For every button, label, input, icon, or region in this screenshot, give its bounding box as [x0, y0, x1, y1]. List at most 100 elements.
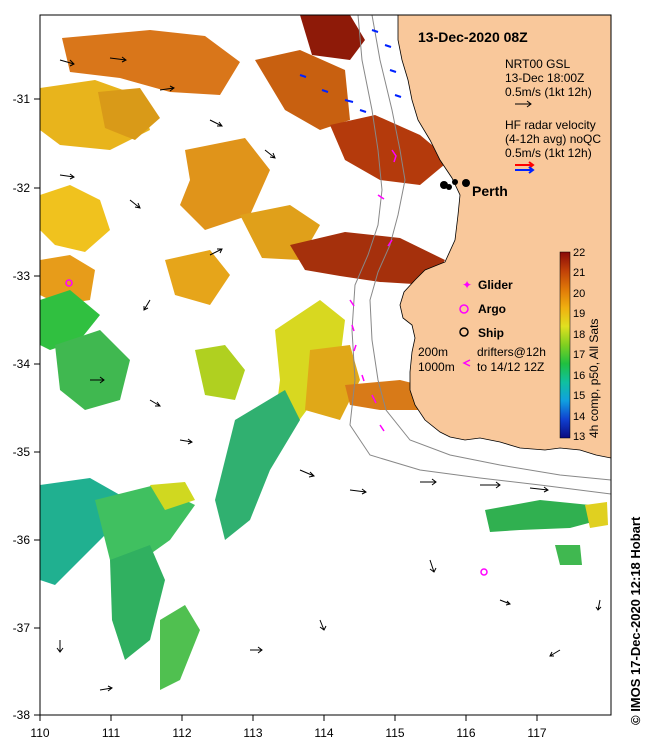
colorbar-ticks: 22 21 20 19 18 17 16 15 14 13: [573, 247, 585, 443]
legend-argo: Argo: [478, 302, 506, 316]
y-tick-label: -37: [13, 621, 31, 635]
argo-float: [480, 568, 488, 576]
x-tick-label: 113: [243, 726, 262, 740]
y-tick-label: -34: [13, 357, 31, 371]
current-arrow: [90, 376, 105, 384]
y-tick-label: -36: [13, 533, 31, 547]
current-arrow: [59, 173, 75, 180]
isobath-lines: [349, 15, 611, 495]
legend-model-line3: 0.5m/s (1kt 12h): [505, 85, 592, 99]
sst-patch: [305, 345, 360, 420]
drifter-track: [379, 424, 385, 432]
copyright-footer: © IMOS 17-Dec-2020 12:18 Hobart: [628, 516, 643, 725]
y-tick-label: -35: [13, 445, 31, 459]
axis-ticks: [34, 98, 538, 721]
colorbar-tick: 22: [573, 247, 585, 259]
hf-radar-arrows: [299, 29, 402, 113]
current-arrow: [349, 488, 367, 495]
legend-glider: Glider: [478, 278, 513, 292]
sst-patches: [40, 15, 608, 690]
current-arrow: [143, 299, 151, 311]
current-arrow: [420, 478, 437, 486]
colorbar-scale: [559, 251, 571, 439]
current-arrow: [56, 640, 64, 653]
y-axis-labels: -31 -32 -33 -34 -35 -36 -37 -38: [13, 92, 31, 722]
sst-patch: [330, 115, 450, 185]
y-tick-label: -32: [13, 181, 31, 195]
x-tick-label: 112: [172, 726, 191, 740]
sst-patch: [555, 545, 582, 565]
current-arrow: [59, 59, 75, 67]
legend-ship-marker-icon: [459, 327, 469, 337]
legend-isobath-1000: 1000m: [418, 360, 455, 374]
x-tick-label: 117: [527, 726, 546, 740]
perth-marker: [462, 179, 470, 187]
sst-patch: [195, 345, 245, 400]
ship-marker: [446, 184, 452, 190]
colorbar-tick: 15: [573, 390, 585, 402]
colorbar-tick: 20: [573, 288, 585, 300]
current-arrow: [149, 399, 161, 407]
radar-arrow: [321, 89, 329, 93]
x-tick-label: 110: [30, 726, 49, 740]
current-arrow: [429, 559, 437, 573]
legend-radar-line3: 0.5m/s (1kt 12h): [505, 146, 592, 160]
legend-ship: Ship: [478, 326, 504, 340]
drifter-track: [371, 394, 377, 404]
x-axis-labels: 110 111 112 113 114 115 116 117: [30, 726, 546, 740]
current-arrow: [595, 599, 602, 611]
legend-drifters-line1: drifters@12h: [477, 345, 546, 359]
colorbar-tick: 18: [573, 329, 585, 341]
x-tick-label: 116: [456, 726, 475, 740]
legend-isobath-200: 200m: [418, 345, 448, 359]
sst-patch: [585, 502, 608, 528]
x-tick-label: 114: [314, 726, 333, 740]
sst-patch: [255, 50, 350, 130]
x-tick-label: 111: [102, 726, 121, 740]
drifter-track: [351, 324, 355, 332]
current-arrow: [159, 85, 175, 92]
legend-radar-line1: HF radar velocity: [505, 118, 596, 132]
legend-radar-arrow-blue-icon: [515, 166, 535, 174]
sst-patch: [40, 185, 110, 252]
sst-patch: [98, 88, 160, 140]
colorbar-tick: 19: [573, 308, 585, 320]
legend-radar-line2: (4-12h avg) noQC: [505, 132, 601, 146]
drifter-track: [377, 194, 385, 200]
legend-drifter-arrow-icon: [462, 359, 471, 367]
sst-patch: [160, 605, 200, 690]
isobath-200: [369, 15, 611, 481]
legend-model-line2: 13-Dec 18:00Z: [505, 71, 584, 85]
sst-patch: [300, 15, 365, 60]
sst-patch: [40, 290, 100, 350]
x-tick-label: 115: [385, 726, 404, 740]
drifter-track: [391, 149, 397, 163]
colorbar-tick: 16: [573, 370, 585, 382]
radar-arrow: [371, 29, 379, 33]
current-arrow: [480, 481, 501, 489]
current-arrow: [209, 119, 223, 127]
sst-patch: [290, 232, 445, 285]
colorbar-title: 4h comp, p50, All Sats: [587, 319, 601, 438]
y-tick-label: -38: [13, 708, 31, 722]
colorbar-tick: 13: [573, 431, 585, 443]
radar-arrow: [359, 109, 367, 113]
current-arrow: [319, 619, 327, 631]
legend-glider-marker-icon: ✦: [462, 278, 472, 292]
y-tick-label: -31: [13, 92, 31, 106]
sst-patch: [180, 138, 270, 230]
current-arrow: [179, 438, 193, 445]
radar-arrow: [389, 69, 397, 73]
drifter-track: [387, 239, 393, 247]
radar-arrow: [344, 99, 354, 103]
current-arrow: [529, 486, 549, 493]
city-label: Perth: [472, 183, 508, 199]
current-arrow: [499, 599, 511, 606]
isobath-1000: [349, 15, 611, 495]
radar-arrow: [394, 94, 402, 98]
colorbar-tick: 21: [573, 267, 585, 279]
current-arrow: [250, 646, 263, 654]
current-arrow: [549, 649, 561, 657]
land-mass: [397, 15, 611, 459]
